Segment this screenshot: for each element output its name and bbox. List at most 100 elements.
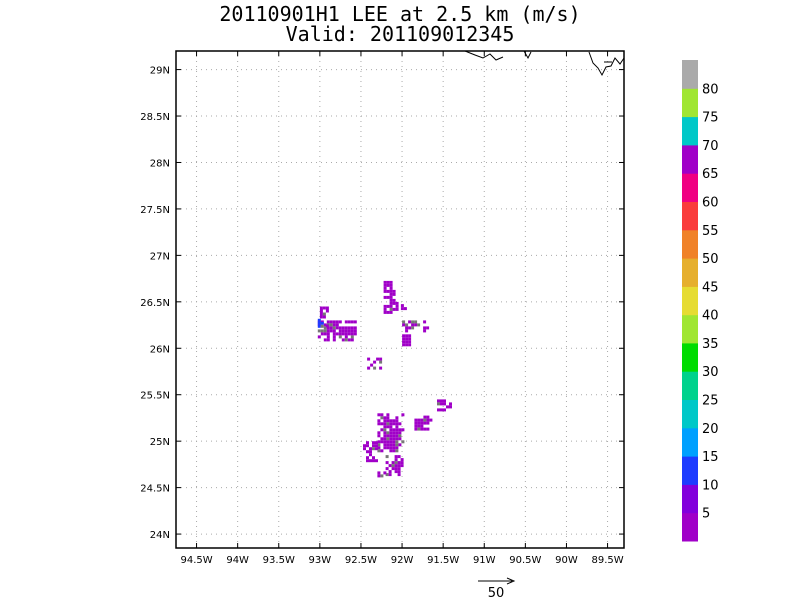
lat-label: 24.5N — [140, 484, 170, 495]
wind-cell — [389, 310, 393, 314]
wind-cell — [398, 437, 402, 441]
lat-label: 29N — [150, 66, 170, 77]
wind-cell — [400, 307, 404, 311]
wind-cell — [408, 334, 412, 338]
wind-cell — [380, 474, 384, 478]
wind-cell — [347, 326, 351, 330]
wind-cell — [389, 295, 393, 299]
wind-cell — [405, 329, 409, 333]
colorbar-swatch — [682, 229, 698, 259]
wind-cell — [377, 446, 381, 450]
wind-cell — [395, 304, 399, 308]
wind-cell — [417, 424, 421, 428]
wind-cell — [383, 280, 387, 284]
wind-cell — [420, 418, 424, 422]
wind-cell — [389, 292, 393, 296]
wind-cell — [443, 408, 446, 412]
wind-cell — [320, 321, 324, 325]
wind-cell — [380, 449, 384, 453]
colorbar-swatch — [682, 286, 698, 316]
wind-cell — [395, 301, 399, 305]
wind-cell — [326, 338, 330, 342]
wind-cell — [350, 335, 354, 339]
wind-cell — [440, 402, 443, 406]
wind-cluster — [367, 357, 383, 370]
colorbar-label: 20 — [702, 422, 719, 437]
wind-cell — [363, 444, 366, 448]
wind-cell — [395, 422, 399, 426]
wind-cell — [383, 471, 387, 475]
wind-cell — [426, 418, 430, 422]
wind-cell — [350, 332, 354, 336]
wind-cell — [440, 408, 443, 412]
wind-cell — [394, 461, 398, 465]
wind-cell — [344, 335, 348, 339]
wind-cell — [380, 428, 384, 432]
wind-cell — [392, 289, 396, 293]
wind-cell — [440, 399, 443, 403]
wind-cell — [380, 437, 384, 441]
wind-cell — [341, 338, 345, 342]
wind-cell — [335, 323, 339, 327]
wind-cluster — [402, 320, 430, 333]
wind-cell — [392, 449, 396, 453]
wind-cell — [426, 415, 430, 419]
wind-cell — [423, 421, 427, 425]
wind-cell — [417, 427, 421, 431]
wind-cell — [392, 431, 396, 435]
wind-cell — [332, 326, 336, 330]
colorbar-label: 55 — [702, 224, 719, 239]
wind-cell — [353, 320, 357, 324]
wind-cell — [323, 326, 327, 330]
wind-cell — [383, 295, 387, 299]
wind-cell — [372, 456, 375, 460]
wind-cell — [377, 434, 381, 438]
wind-cell — [369, 459, 372, 463]
colorbar-swatch — [682, 201, 698, 231]
wind-cell — [395, 431, 399, 435]
wind-cell — [326, 326, 330, 330]
wind-cell — [401, 413, 405, 417]
wind-cell — [392, 307, 396, 311]
wind-cell — [373, 366, 377, 370]
colorbar-swatch — [682, 173, 698, 202]
colorbar-label: 15 — [702, 450, 719, 465]
wind-cell — [367, 366, 371, 370]
wind-cell — [423, 418, 427, 422]
wind-cell — [386, 304, 390, 308]
wind-cell — [420, 427, 424, 431]
lon-label: 89.5W — [591, 555, 623, 566]
wind-cell — [338, 329, 342, 333]
colorbar-swatch — [682, 484, 698, 514]
wind-cell — [323, 332, 327, 336]
wind-cell — [344, 320, 348, 324]
colorbar-swatch — [682, 88, 698, 118]
wind-cell — [402, 323, 406, 327]
wind-cell — [329, 329, 333, 333]
lon-label: 92.5W — [345, 555, 377, 566]
wind-cell — [369, 447, 372, 451]
wind-cell — [344, 329, 348, 333]
map-subtitle: Valid: 201109012345 — [285, 22, 515, 46]
wind-cell — [347, 332, 351, 336]
wind-cell — [389, 419, 393, 423]
wind-cell — [385, 455, 389, 459]
wind-cell — [398, 434, 402, 438]
wind-cell — [389, 434, 393, 438]
wind-cell — [332, 320, 336, 324]
wind-cell — [326, 329, 330, 333]
wind-cell — [377, 449, 381, 453]
wind-cell — [385, 461, 389, 465]
wind-cell — [338, 332, 342, 336]
wind-cell — [392, 422, 396, 426]
lon-label: 94W — [226, 555, 249, 566]
wind-cell — [394, 464, 398, 468]
wind-cell — [372, 459, 375, 463]
wind-cell — [414, 424, 418, 428]
wind-cell — [391, 461, 395, 465]
wind-cell — [426, 326, 430, 330]
wind-cell — [394, 470, 398, 474]
wind-cell — [350, 338, 354, 342]
wind-cell — [392, 437, 396, 441]
wind-cell — [408, 320, 412, 324]
